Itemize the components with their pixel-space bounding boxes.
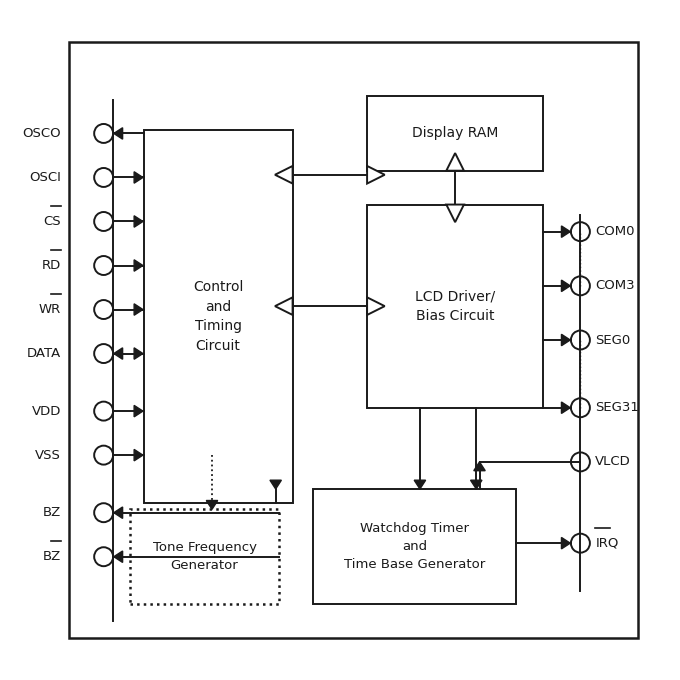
Polygon shape [562,402,571,413]
Text: Display RAM: Display RAM [412,126,498,141]
Polygon shape [206,500,218,509]
Text: OSCI: OSCI [29,171,61,184]
Polygon shape [114,507,122,518]
Text: VDD: VDD [31,405,61,418]
Polygon shape [134,216,143,227]
Polygon shape [134,449,143,461]
Text: Tone Frequency
Generator: Tone Frequency Generator [152,541,256,572]
Bar [367,205,543,408]
Polygon shape [275,297,292,315]
Polygon shape [134,260,143,271]
Text: COM3: COM3 [595,279,635,292]
Text: LCD Driver/
Bias Circuit: LCD Driver/ Bias Circuit [415,290,495,323]
Text: WR: WR [39,303,61,316]
Text: BZ: BZ [43,550,61,563]
Bar [69,42,638,638]
Bar [367,96,543,171]
Polygon shape [474,462,486,471]
Text: Control
and
Timing
Circuit: Control and Timing Circuit [193,280,243,352]
Polygon shape [562,226,571,237]
Polygon shape [114,551,122,562]
Text: SEG0: SEG0 [595,333,630,347]
Polygon shape [471,480,482,489]
Bar [313,489,516,604]
Polygon shape [446,153,464,171]
Text: DATA: DATA [27,347,61,360]
Text: CS: CS [44,215,61,228]
Bar [143,130,292,503]
Polygon shape [275,166,292,184]
Polygon shape [134,348,143,359]
Text: VSS: VSS [35,449,61,462]
Polygon shape [562,335,571,345]
Bar [130,509,279,604]
Polygon shape [134,405,143,417]
Text: BZ: BZ [43,506,61,520]
Polygon shape [270,480,282,489]
Polygon shape [562,537,571,549]
Polygon shape [134,304,143,316]
Text: Watchdog Timer
and
Time Base Generator: Watchdog Timer and Time Base Generator [344,522,485,571]
Text: RD: RD [41,259,61,272]
Polygon shape [134,172,143,183]
Text: OSCO: OSCO [22,127,61,140]
Text: COM0: COM0 [595,225,635,238]
Polygon shape [414,480,426,489]
Polygon shape [367,297,385,315]
Polygon shape [562,280,571,292]
Polygon shape [446,205,464,222]
Text: SEG31: SEG31 [595,401,639,414]
Polygon shape [114,128,122,139]
Text: IRQ: IRQ [595,537,619,549]
Polygon shape [114,348,122,359]
Text: VLCD: VLCD [595,456,631,469]
Polygon shape [367,166,385,184]
